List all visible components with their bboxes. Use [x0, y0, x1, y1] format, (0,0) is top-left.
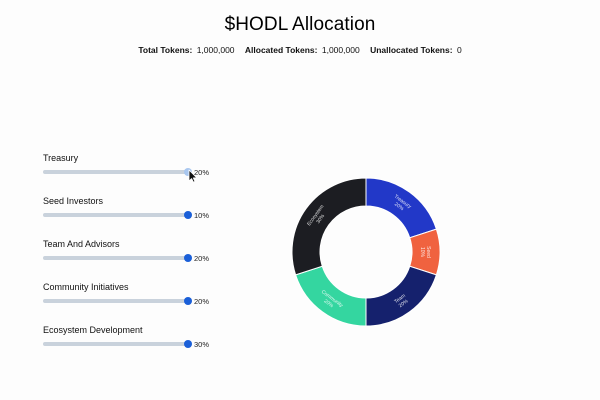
slider-value-ecosystem-development: 30%: [194, 340, 210, 349]
donut-slice-ecosystem[interactable]: [291, 177, 367, 276]
slider-label-ecosystem-development: Ecosystem Development: [43, 325, 143, 335]
token-stats: Total Tokens: 1,000,000 Allocated Tokens…: [0, 45, 600, 55]
unallocated-tokens-value: 0: [456, 45, 462, 55]
allocation-donut-chart: Treasury 20% Seed 10% Team 20% Community 20% Eco…: [288, 160, 444, 344]
slider-treasury[interactable]: [43, 167, 193, 176]
slider-row-treasury: Treasury 20%: [43, 153, 223, 196]
slider-label-team-and-advisors: Team And Advisors: [43, 239, 120, 249]
page-title: $HODL Allocation: [224, 14, 376, 35]
donut-label-value-team: 20%: [398, 298, 410, 309]
slider-row-seed-investors: Seed Investors 10%: [43, 196, 223, 239]
slider-community-initiatives[interactable]: [43, 296, 193, 305]
total-tokens-label: Total Tokens:: [138, 45, 193, 55]
allocated-tokens-stat: Allocated Tokens: 1,000,000: [245, 45, 360, 55]
slider-label-seed-investors: Seed Investors: [43, 196, 104, 206]
slider-value-community-initiatives: 20%: [194, 297, 210, 306]
slider-thumb-treasury[interactable]: [184, 167, 193, 176]
donut-label-value-community: 20%: [323, 298, 335, 309]
slider-thumb-seed-investors[interactable]: [184, 210, 193, 219]
allocation-sliders: Treasury 20% Seed Investors 10% Team And…: [43, 153, 223, 368]
total-tokens-stat: Total Tokens: 1,000,000: [138, 45, 234, 55]
allocated-tokens-value: 1,000,000: [321, 45, 360, 55]
slider-value-team-and-advisors: 20%: [194, 254, 210, 263]
slider-value-treasury: 20%: [194, 168, 210, 177]
donut-label-value-treasury: 20%: [393, 201, 405, 212]
slider-row-ecosystem-development: Ecosystem Development 30%: [43, 325, 223, 368]
allocated-tokens-label: Allocated Tokens:: [244, 45, 318, 55]
donut-chart-svg: Treasury20%Seed10%Team20%Community20%Eco…: [291, 177, 441, 327]
slider-value-seed-investors: 10%: [194, 211, 210, 220]
mouse-cursor-icon: [188, 169, 198, 183]
slider-seed-investors[interactable]: [43, 210, 193, 219]
slider-thumb-ecosystem-development[interactable]: [184, 339, 193, 348]
unallocated-tokens-stat: Unallocated Tokens: 0: [370, 45, 462, 55]
total-tokens-value: 1,000,000: [196, 45, 235, 55]
slider-team-and-advisors[interactable]: [43, 253, 193, 262]
slider-thumb-community-initiatives[interactable]: [184, 296, 193, 305]
slider-row-team-and-advisors: Team And Advisors 20%: [43, 239, 223, 282]
slider-thumb-team-and-advisors[interactable]: [184, 253, 193, 262]
slider-label-community-initiatives: Community Initiatives: [43, 282, 129, 292]
slider-ecosystem-development[interactable]: [43, 339, 193, 348]
donut-label-value-ecosystem: 30%: [315, 213, 326, 225]
donut-label-name-seed: Seed: [425, 246, 431, 258]
slider-label-treasury: Treasury: [43, 153, 79, 163]
unallocated-tokens-label: Unallocated Tokens:: [370, 45, 453, 55]
donut-label-value-seed: 10%: [419, 247, 425, 258]
slider-row-community-initiatives: Community Initiatives 20%: [43, 282, 223, 325]
